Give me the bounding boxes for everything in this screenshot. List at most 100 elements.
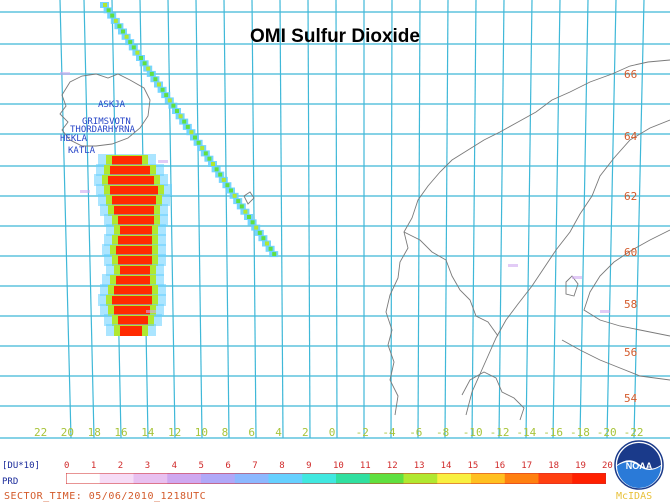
volcano-label-hekla: HEKLA: [60, 134, 88, 144]
colorbar-segment: [504, 473, 539, 484]
plume-cell: [265, 241, 269, 246]
plume-speck: [158, 160, 168, 163]
colorbar-segment: [234, 473, 269, 484]
colorbar-segment: [403, 473, 438, 484]
plume-speck: [508, 264, 518, 267]
plume-cell: [185, 124, 190, 129]
so2-plumes: [60, 2, 610, 336]
longitude-line: [417, 0, 421, 439]
longitude-line: [307, 0, 311, 439]
colorbar-tick-label: 2: [117, 461, 124, 471]
plume-cell: [149, 71, 154, 76]
plume-cell: [225, 183, 230, 188]
plume-core: [118, 256, 152, 266]
longitude-line: [471, 0, 477, 439]
plume-cell: [229, 188, 233, 193]
longitude-line: [279, 0, 284, 439]
plume-core: [120, 226, 152, 236]
colorbar-tick-label: 3: [144, 461, 151, 471]
finland-coast: [583, 229, 670, 337]
plume-core: [116, 276, 150, 286]
colorbar-tick-label: 20: [602, 461, 613, 471]
colorbar-segment: [336, 473, 371, 484]
longitude-line: [83, 0, 95, 439]
colorbar-segment: [302, 473, 337, 484]
denmark-coast: [461, 371, 525, 421]
sweden-east-coast: [465, 119, 670, 416]
plume-core: [118, 216, 154, 226]
longitude-line: [390, 0, 393, 439]
longitude-label: 8: [221, 426, 229, 439]
plume-cell: [135, 50, 140, 55]
longitude-label: 20: [60, 426, 75, 439]
latitude-label: 60: [624, 246, 638, 259]
colorbar-tick-label: 10: [333, 461, 344, 471]
mcidas-label: McIDAS: [616, 491, 653, 502]
plume-cell: [221, 177, 226, 182]
plume-core: [120, 326, 142, 336]
graticule: [0, 0, 670, 439]
plume-cell: [189, 130, 194, 135]
longitude-label: -8: [436, 426, 450, 439]
plume-cell: [164, 93, 169, 98]
plume-cell: [103, 3, 107, 7]
plume-cell: [239, 204, 244, 209]
longitude-line: [606, 0, 617, 439]
plume-cell: [261, 236, 266, 241]
longitude-label: 10: [194, 426, 209, 439]
plume-cell: [218, 172, 223, 177]
map-title: OMI Sulfur Dioxide: [250, 26, 420, 47]
colorbar-segment: [437, 473, 472, 484]
plume-cell: [236, 199, 241, 204]
plume-cell: [167, 98, 172, 103]
longitude-line: [552, 0, 561, 439]
plume-core: [108, 176, 154, 186]
plume-cell: [243, 209, 248, 214]
plume-speck: [600, 310, 610, 313]
longitude-line: [498, 0, 505, 439]
noaa-logo: NOAA: [614, 440, 664, 490]
plume-cell: [203, 151, 208, 156]
longitude-label: 2: [302, 426, 309, 439]
colorbar-tick-label: 11: [359, 461, 371, 471]
plume-cell: [124, 34, 129, 39]
longitude-label: -2: [355, 426, 369, 439]
plume-core: [112, 196, 156, 206]
plume-core: [118, 316, 148, 326]
coastlines: [59, 59, 670, 421]
baltic-coast: [561, 339, 670, 381]
plume-cell: [146, 66, 151, 71]
longitude-label: -18: [570, 426, 590, 439]
gotland-island: [565, 275, 579, 297]
colorbar-tick-label: 19: [575, 461, 586, 471]
plume-cell: [175, 109, 179, 113]
volcano-label-grimsvotn: GRIMSVOTN: [82, 117, 131, 127]
longitude-label: 6: [248, 426, 256, 439]
plume-cell: [117, 24, 122, 29]
iceland-coast: [59, 73, 151, 147]
plume-core: [114, 206, 154, 216]
colorbar-segment: [167, 473, 202, 484]
latitude-label: 62: [624, 190, 638, 203]
plume-cell: [214, 167, 219, 172]
colorbar-tick-label: 16: [494, 461, 506, 471]
longitude-label: -4: [382, 426, 396, 439]
colorbar-tick-label: 12: [386, 461, 398, 471]
colorbar-tick-label: 15: [467, 461, 479, 471]
plume-cell: [200, 146, 205, 151]
colorbar-segment: [538, 473, 573, 484]
prd-label: PRD: [2, 477, 19, 487]
colorbar-segment: [268, 473, 303, 484]
plume-cell: [113, 18, 118, 23]
longitude-label: 4: [275, 426, 282, 439]
faroe-islands: [243, 191, 255, 205]
longitude-label: 16: [114, 426, 128, 439]
plume-speck: [146, 310, 156, 313]
longitude-line: [167, 0, 176, 439]
longitude-line: [59, 0, 72, 439]
colorbar-segment: [133, 473, 168, 484]
plume-cell: [110, 13, 115, 18]
plume-cell: [254, 225, 259, 230]
longitude-label: -10: [462, 426, 483, 439]
plume-core: [110, 166, 150, 176]
